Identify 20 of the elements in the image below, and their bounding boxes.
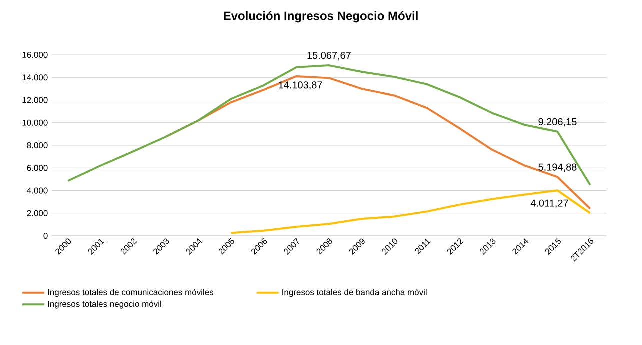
- data-label: 15.067,67: [308, 52, 351, 60]
- legend-label: Ingresos totales de comunicaciones móviles: [48, 289, 214, 298]
- y-tick-label: 8.000: [27, 142, 48, 149]
- data-label: 5.194,88: [538, 164, 577, 172]
- data-label: 14.103,87: [279, 82, 322, 90]
- y-tick-label: 16.000: [22, 52, 48, 58]
- y-tick-label: 14.000: [22, 74, 48, 81]
- chart-title: Evolución Ingresos Negocio Móvil: [224, 11, 418, 23]
- y-tick-label: 2.000: [27, 210, 48, 216]
- data-label: 9.206,15: [538, 118, 577, 127]
- line-series: [230, 190, 592, 234]
- y-tick-label: 12.000: [22, 97, 48, 104]
- y-tick-label: 6.000: [27, 165, 48, 172]
- legend-label: Ingresos totales negocio móvil: [48, 300, 162, 309]
- y-tick-label: 4.000: [27, 188, 48, 194]
- line-series: [67, 64, 592, 186]
- legend-label: Ingresos totales de banda ancha móvil: [282, 289, 427, 298]
- y-tick-label: 10.000: [22, 120, 48, 126]
- data-label: 4.011,27: [530, 200, 568, 208]
- y-tick-label: 0: [44, 232, 48, 240]
